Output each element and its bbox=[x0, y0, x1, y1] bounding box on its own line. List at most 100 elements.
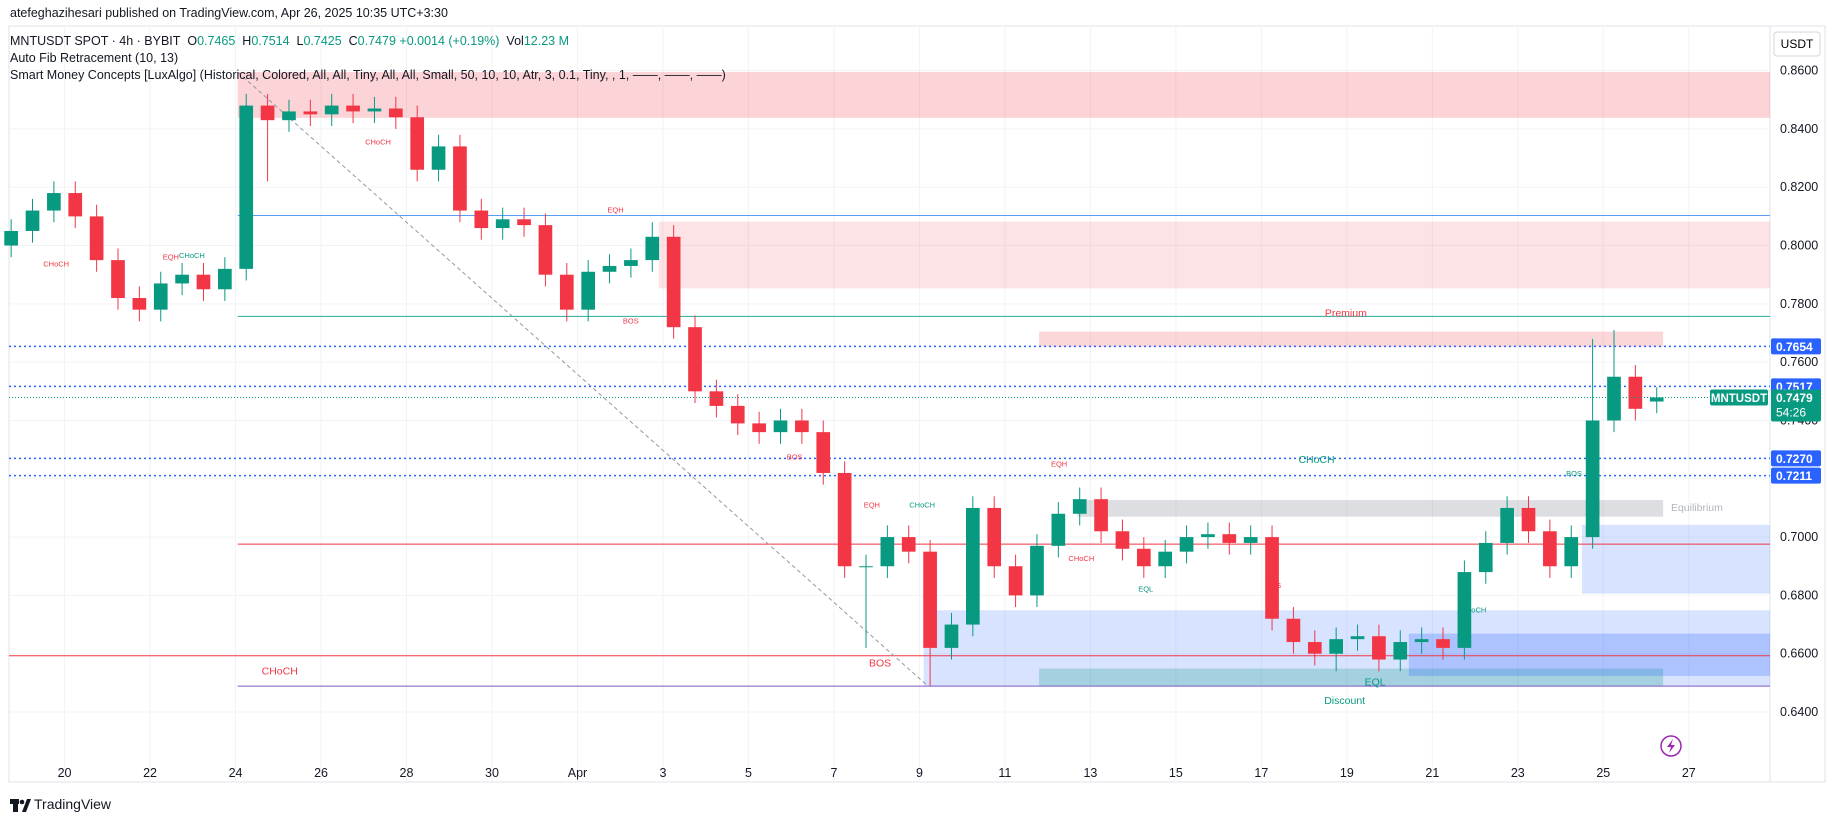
y-tick-label: 0.8200 bbox=[1780, 180, 1818, 194]
x-tick-label: 7 bbox=[830, 766, 837, 780]
annotation: Discount bbox=[1324, 695, 1365, 707]
candle-body bbox=[1115, 531, 1130, 549]
candle-body bbox=[453, 146, 467, 211]
candle-body bbox=[260, 105, 275, 121]
candle-body bbox=[1158, 551, 1173, 567]
candle-body bbox=[132, 298, 147, 310]
x-tick-label: 19 bbox=[1340, 766, 1354, 780]
annotation: EQL bbox=[1138, 585, 1153, 594]
candle-body bbox=[752, 423, 766, 433]
candle-body bbox=[431, 146, 446, 170]
price-badge bbox=[1771, 450, 1821, 467]
candle-body bbox=[218, 268, 232, 290]
currency-box[interactable] bbox=[1773, 31, 1821, 57]
candle-body bbox=[1243, 537, 1258, 543]
x-tick-label: 3 bbox=[659, 766, 666, 780]
candle-body bbox=[1564, 537, 1579, 567]
annotation: CHoCH bbox=[909, 500, 935, 509]
zone bbox=[237, 72, 1770, 118]
candle-body bbox=[1072, 499, 1087, 514]
x-tick-label: 17 bbox=[1254, 766, 1268, 780]
candle-body bbox=[474, 210, 489, 229]
y-tick-label: 0.8600 bbox=[1780, 64, 1818, 78]
candle-body bbox=[1500, 507, 1514, 543]
annotation: CHoCH bbox=[262, 666, 298, 678]
annotation: CHoCH bbox=[1460, 606, 1486, 615]
x-tick-label: 24 bbox=[229, 766, 243, 780]
candle-body bbox=[1521, 507, 1536, 532]
vol-label: Vol bbox=[506, 34, 524, 48]
lightning-icon[interactable] bbox=[1660, 735, 1682, 757]
candle-body bbox=[666, 236, 681, 328]
candle-body bbox=[303, 111, 318, 115]
candle-body bbox=[1628, 376, 1643, 409]
countdown: 54:26 bbox=[1776, 405, 1806, 419]
candle-body bbox=[816, 432, 831, 473]
zone bbox=[1581, 524, 1770, 594]
x-tick-label: 15 bbox=[1169, 766, 1183, 780]
legend-ohlc: MNTUSDT SPOT · 4h · BYBIT O0.7465 H0.751… bbox=[10, 34, 569, 48]
logo-part bbox=[19, 799, 25, 805]
logo-part bbox=[22, 799, 31, 812]
candle-body bbox=[410, 117, 425, 170]
x-tick-label: 5 bbox=[745, 766, 752, 780]
annotation: EQH bbox=[163, 252, 179, 261]
indicator[interactable]: Smart Money Concepts [LuxAlgo] (Historic… bbox=[10, 68, 726, 82]
x-tick-label: 27 bbox=[1682, 766, 1696, 780]
candle-body bbox=[795, 420, 809, 433]
fib-trendline bbox=[237, 71, 929, 687]
last-symbol: MNTUSDT bbox=[1711, 393, 1767, 405]
y-tick-label: 0.8400 bbox=[1780, 122, 1818, 136]
annotation: CHoCH bbox=[43, 259, 69, 268]
logo-part bbox=[13, 804, 18, 812]
candle-body bbox=[1414, 639, 1429, 643]
candle-body bbox=[68, 193, 83, 217]
indicator[interactable]: Auto Fib Retracement (10, 13) bbox=[10, 51, 179, 65]
x-tick-label: 13 bbox=[1083, 766, 1097, 780]
candle-body bbox=[1030, 545, 1044, 596]
candle-body bbox=[282, 111, 296, 121]
candle-body bbox=[730, 405, 745, 424]
annotation: BOS bbox=[787, 452, 803, 461]
annotation: BOS bbox=[1265, 581, 1281, 590]
volume: 12.23 M bbox=[523, 34, 569, 48]
y-tick-label: 0.6400 bbox=[1780, 705, 1818, 719]
annotation: BOS bbox=[869, 658, 891, 670]
x-tick-label: 9 bbox=[916, 766, 923, 780]
candle-body bbox=[1094, 499, 1108, 532]
candle-body bbox=[367, 108, 382, 112]
tv-logo bbox=[10, 799, 31, 812]
candle-body bbox=[47, 193, 61, 211]
annotation: BOS bbox=[623, 317, 639, 326]
y-tick-label: 0.7600 bbox=[1780, 355, 1818, 369]
candle-body bbox=[859, 566, 873, 568]
annotation: BOS bbox=[1566, 469, 1582, 478]
last-price-badge bbox=[1771, 389, 1821, 422]
open: 0.7465 bbox=[197, 34, 236, 48]
annotation: EQH bbox=[1051, 459, 1067, 468]
price-badge bbox=[1771, 338, 1821, 355]
h-label: H bbox=[242, 34, 252, 48]
last-price-label: 0.7479 bbox=[1776, 391, 1813, 405]
candle-body bbox=[688, 327, 702, 392]
x-tick-label: 21 bbox=[1425, 766, 1439, 780]
annotation: EQH bbox=[864, 500, 880, 509]
candle-body bbox=[1457, 572, 1472, 648]
candle-body bbox=[923, 551, 937, 648]
candle-body bbox=[517, 219, 531, 226]
candle-body bbox=[1307, 642, 1322, 654]
logo-part bbox=[10, 799, 19, 804]
candle-body bbox=[1051, 513, 1066, 546]
y-tick-label: 0.7800 bbox=[1780, 297, 1818, 311]
candle-body bbox=[1372, 636, 1386, 660]
o-label: O bbox=[187, 34, 198, 48]
candle-body bbox=[581, 271, 596, 310]
candle-body bbox=[324, 105, 339, 115]
candle-body bbox=[1350, 636, 1365, 640]
price-badge-label: 0.7270 bbox=[1776, 452, 1813, 466]
candle-body bbox=[559, 274, 574, 310]
l-label: L bbox=[296, 34, 304, 48]
candle-body bbox=[1136, 548, 1151, 567]
